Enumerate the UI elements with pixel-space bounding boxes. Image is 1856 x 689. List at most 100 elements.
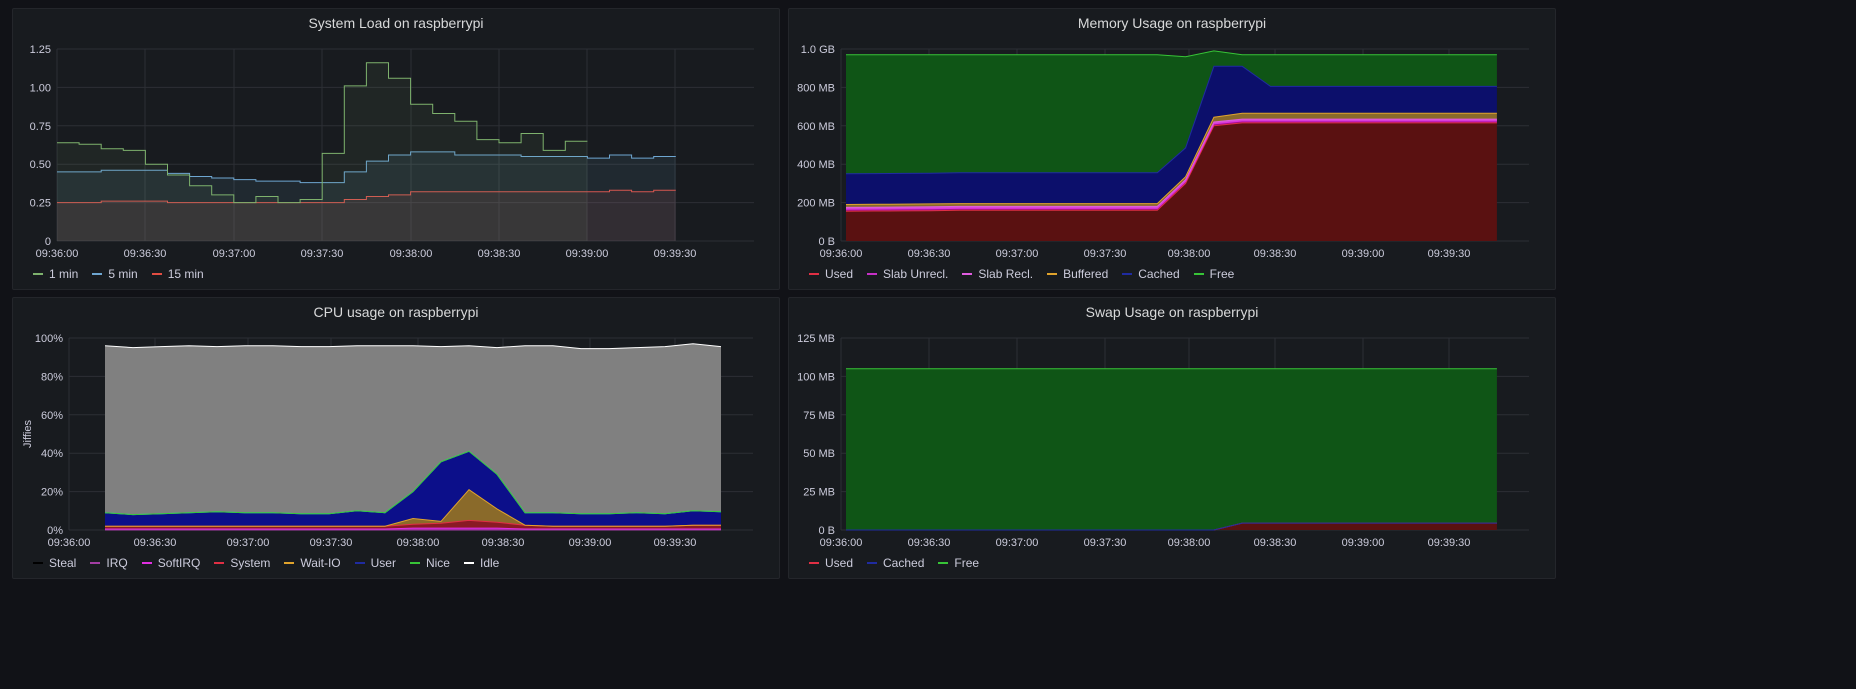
area-idle [105, 343, 721, 515]
legend-label: Used [825, 556, 854, 570]
legend-item-user[interactable]: User [354, 556, 396, 570]
legend-item-free[interactable]: Free [1193, 267, 1234, 281]
y-tick-label: 0.75 [30, 121, 51, 133]
y-tick-label: 0.25 [30, 198, 51, 210]
legend-label: System [230, 556, 271, 570]
legend-item-used[interactable]: Used [809, 556, 853, 570]
legend-item-steal[interactable]: Steal [33, 556, 76, 570]
x-tick-label: 09:36:00 [820, 248, 863, 260]
panel-title[interactable]: Memory Usage on raspberrypi [1077, 15, 1267, 31]
legend-item-softirq[interactable]: SoftIRQ [141, 556, 201, 570]
y-tick-label: 1.25 [30, 44, 51, 56]
legend-swatch [141, 562, 152, 564]
x-tick-label: 09:37:00 [227, 537, 270, 549]
legend: Steal IRQ SoftIRQ System Wait-IO User Nice Idle [33, 554, 499, 572]
line-cached [846, 522, 1497, 531]
swap-usage-chart: 0 B 25 MB 50 MB 75 MB 100 MB 125 MB 09:36:00 09… [797, 333, 1529, 549]
x-tick-label: 09:39:30 [1428, 537, 1471, 549]
legend-swatch [1193, 273, 1204, 275]
panel-system-load[interactable]: System Load on raspberrypi 0 0.25 0.50 0.75… [12, 8, 780, 290]
x-tick-label: 09:36:30 [908, 537, 951, 549]
panel-title[interactable]: Swap Usage on raspberrypi [1085, 304, 1259, 320]
line-1-min [57, 62, 588, 204]
panel-swap-usage[interactable]: Swap Usage on raspberrypi 0 B 25 MB 50 MB 7… [788, 297, 1556, 579]
legend-swatch [867, 562, 878, 564]
y-tick-label: 0.50 [30, 159, 51, 171]
area-free [846, 368, 1497, 530]
legend-item-system[interactable]: System [214, 556, 270, 570]
y-tick-label: 125 MB [797, 333, 835, 345]
x-tick-label: 09:39:30 [654, 248, 697, 260]
x-tick-label: 09:38:00 [1168, 537, 1211, 549]
line-nice [104, 450, 722, 516]
legend-swatch [809, 562, 819, 564]
legend-swatch [284, 562, 295, 564]
legend-swatch [938, 562, 949, 564]
system-load-chart: 0 0.25 0.50 0.75 1.00 1.25 09:36:00 09:36:30 09:… [30, 44, 754, 260]
panel-memory-usage[interactable]: Memory Usage on raspberrypi 0 B 200 MB 400… [788, 8, 1556, 290]
legend-label: Buffered [1063, 267, 1109, 281]
legend-label: Cached [883, 556, 925, 570]
legend-item-free[interactable]: Free [938, 556, 979, 570]
legend-label: Steal [49, 556, 77, 570]
x-tick-label: 09:37:30 [310, 537, 353, 549]
legend-swatch [92, 273, 103, 275]
legend-label: 15 min [167, 267, 204, 281]
y-tick-label: 25 MB [803, 487, 835, 499]
legend-item-cached[interactable]: Cached [867, 556, 924, 570]
legend-item-irq[interactable]: IRQ [90, 556, 128, 570]
legend-label: 5 min [108, 267, 138, 281]
legend-swatch [33, 273, 43, 275]
x-tick-label: 09:37:30 [301, 248, 344, 260]
x-tick-label: 09:37:30 [1084, 248, 1127, 260]
panel-title[interactable]: System Load on raspberrypi [308, 15, 484, 31]
y-tick-label: 1.00 [30, 82, 51, 94]
line-slab-unrecl- [845, 120, 1497, 210]
legend-swatch [409, 562, 420, 564]
x-tick-label: 09:37:00 [996, 537, 1039, 549]
gridlines [56, 48, 754, 242]
y-tick-label: 1.0 GB [801, 44, 835, 56]
y-tick-label: 800 MB [797, 82, 835, 94]
legend-item-used[interactable]: Used [809, 267, 853, 281]
legend: Used Cached Free [809, 554, 979, 572]
legend-swatch [33, 562, 43, 564]
legend-item-slab-unrecl-[interactable]: Slab Unrecl. [867, 267, 948, 281]
x-tick-label: 09:38:30 [482, 537, 525, 549]
area-free [846, 50, 1497, 174]
x-tick-label: 09:38:00 [1168, 248, 1211, 260]
legend-item-5-min[interactable]: 5 min [92, 267, 138, 281]
legend-label: Cached [1138, 267, 1180, 281]
line-wait-io [105, 489, 721, 527]
line-buffered [845, 112, 1497, 205]
legend-label: User [370, 556, 396, 570]
legend-label: Slab Recl. [978, 267, 1034, 281]
legend-item-cached[interactable]: Cached [1122, 267, 1180, 281]
x-tick-label: 09:39:00 [1342, 248, 1385, 260]
legend-item-15-min[interactable]: 15 min [151, 267, 204, 281]
legend-item-1-min[interactable]: 1 min [33, 267, 78, 281]
x-tick-label: 09:39:00 [1342, 537, 1385, 549]
legend-swatch [463, 562, 474, 564]
legend-item-idle[interactable]: Idle [463, 556, 500, 570]
x-tick-label: 09:38:30 [1254, 248, 1297, 260]
y-tick-label: 20% [41, 487, 63, 499]
legend-item-buffered[interactable]: Buffered [1047, 267, 1108, 281]
legend-label: SoftIRQ [157, 556, 201, 570]
area-used [846, 523, 1497, 530]
legend-label: Idle [479, 556, 500, 570]
y-tick-label: 0% [47, 525, 63, 537]
x-tick-label: 09:36:30 [134, 537, 177, 549]
panel-title[interactable]: CPU usage on raspberrypi [313, 304, 479, 320]
x-tick-label: 09:39:30 [654, 537, 697, 549]
legend-label: IRQ [106, 556, 128, 570]
panel-cpu-usage[interactable]: CPU usage on raspberrypi 0% 20% 40% 60% 80% 1… [12, 297, 780, 579]
legend-swatch [151, 273, 162, 275]
legend-label: Slab Unrecl. [883, 267, 949, 281]
area-5-min [57, 151, 676, 241]
legend-item-slab-recl-[interactable]: Slab Recl. [962, 267, 1033, 281]
legend: Used Slab Unrecl. Slab Recl. Buffered Cached… [809, 265, 1234, 283]
x-tick-label: 09:37:00 [213, 248, 256, 260]
legend-item-nice[interactable]: Nice [409, 556, 450, 570]
legend-item-wait-io[interactable]: Wait-IO [284, 556, 341, 570]
